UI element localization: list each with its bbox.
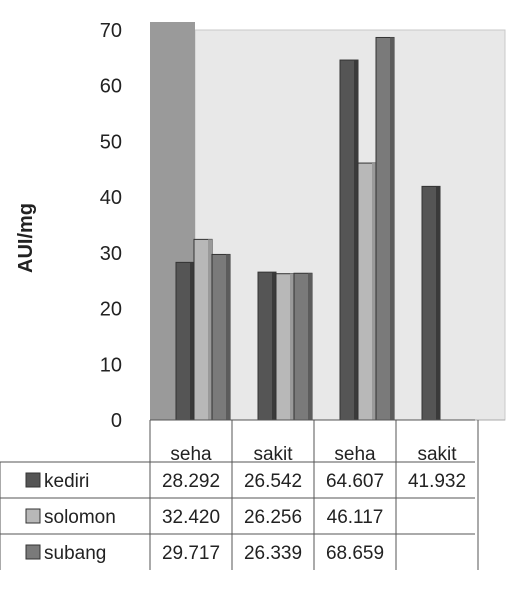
bar-shade-solomon-0 bbox=[208, 239, 212, 420]
y-tick-label: 60 bbox=[100, 76, 122, 98]
legend-label-solomon: solomon bbox=[44, 507, 116, 528]
legend-label-kediri: kediri bbox=[44, 471, 89, 492]
y-axis: 0 10 20 30 40 50 60 70 bbox=[100, 20, 122, 432]
y-axis-label: AUI/mg bbox=[15, 203, 37, 273]
bar-shade-subang-0 bbox=[226, 254, 230, 420]
data-label-solomon-2: 46.117 bbox=[327, 507, 384, 528]
category-label: seha bbox=[334, 444, 376, 465]
data-label-kediri-3: 41.932 bbox=[408, 471, 466, 492]
data-label-subang-1: 26.339 bbox=[244, 543, 302, 564]
data-label-kediri-2: 64.607 bbox=[326, 471, 384, 492]
y-tick-label: 70 bbox=[100, 20, 122, 42]
bar-shade-kediri-1 bbox=[272, 272, 276, 420]
category-label: sakit bbox=[253, 444, 293, 465]
bar-shade-kediri-0 bbox=[190, 262, 194, 420]
data-label-solomon-0: 32.420 bbox=[162, 507, 220, 528]
bar-shade-subang-2 bbox=[390, 37, 394, 421]
data-label-kediri-1: 26.542 bbox=[244, 471, 302, 492]
bar-shade-subang-1 bbox=[308, 273, 312, 420]
data-label-solomon-1: 26.256 bbox=[244, 507, 302, 528]
y-tick-label: 30 bbox=[100, 243, 122, 265]
data-label-subang-0: 29.717 bbox=[162, 543, 220, 564]
y-tick-label: 0 bbox=[111, 410, 122, 432]
data-label-kediri-0: 28.292 bbox=[162, 471, 220, 492]
y-tick-label: 40 bbox=[100, 187, 122, 209]
data-label-subang-2: 68.659 bbox=[326, 543, 384, 564]
category-label: sakit bbox=[417, 444, 457, 465]
bar-shade-kediri-2 bbox=[354, 60, 358, 420]
legend-swatch-solomon bbox=[25, 508, 41, 524]
legend-swatch-subang bbox=[25, 544, 41, 560]
legend-label-subang: subang bbox=[44, 543, 106, 564]
legend-swatch-kediri bbox=[25, 472, 41, 488]
bar-shade-kediri-3 bbox=[436, 186, 440, 420]
data-table: seha sakit seha sakit kediri 28.292 26.542 64.6… bbox=[0, 419, 479, 570]
y-tick-label: 10 bbox=[100, 354, 122, 376]
category-label: seha bbox=[170, 444, 212, 465]
y-tick-label: 50 bbox=[100, 131, 122, 153]
bar-shade-solomon-1 bbox=[290, 273, 294, 420]
y-tick-label: 20 bbox=[100, 299, 122, 321]
bar-shade-solomon-2 bbox=[372, 163, 376, 420]
